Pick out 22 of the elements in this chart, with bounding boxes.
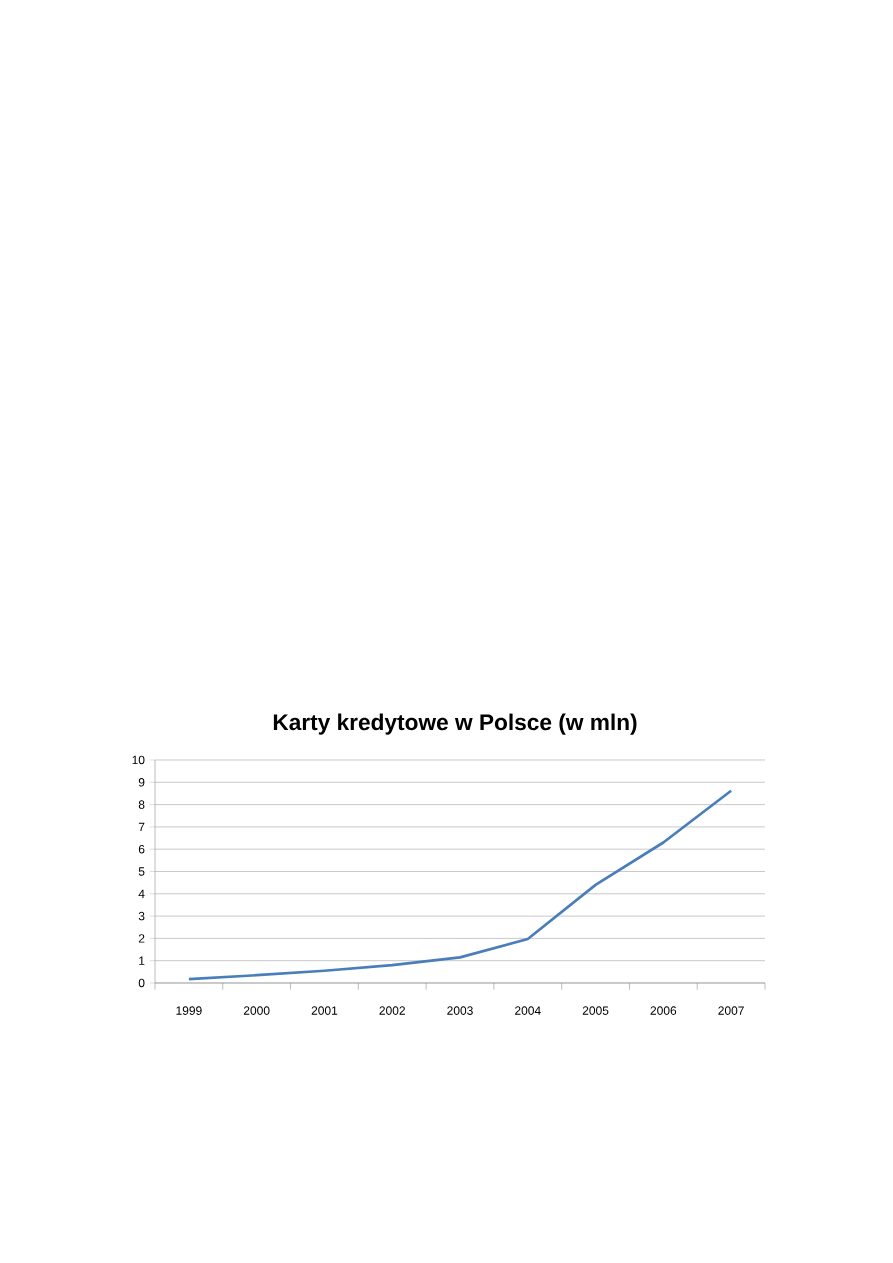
y-tick-label: 1 [139, 956, 145, 965]
y-tick-label: 9 [138, 778, 145, 787]
x-tick-label: 2006 [650, 1006, 677, 1015]
y-tick-label: 7 [138, 822, 145, 832]
y-tick-label: 6 [138, 844, 145, 854]
y-tick-label: 10 [132, 755, 145, 765]
y-tick-label: 2 [138, 934, 145, 943]
y-tick-label: 0 [138, 978, 145, 988]
y-tick-label: 5 [138, 867, 145, 876]
x-tick-label: 2002 [379, 1006, 405, 1015]
line-series [187, 789, 733, 981]
x-tick-label: 2004 [515, 1006, 541, 1015]
x-tick-label: 1999 [176, 1006, 202, 1015]
y-tick-label: 4 [138, 889, 145, 898]
y-tick-label: 3 [138, 911, 145, 921]
y-tick-label: 8 [138, 800, 145, 809]
x-tick-label: 2007 [718, 1006, 744, 1015]
chart-title: Karty kredytowe w Polsce (w mln) [273, 713, 637, 735]
x-tick-label: 2003 [447, 1006, 473, 1015]
x-tick-label: 2005 [582, 1006, 609, 1015]
x-tick-label: 2001 [311, 1006, 338, 1015]
x-tick-label: 2000 [243, 1006, 270, 1015]
